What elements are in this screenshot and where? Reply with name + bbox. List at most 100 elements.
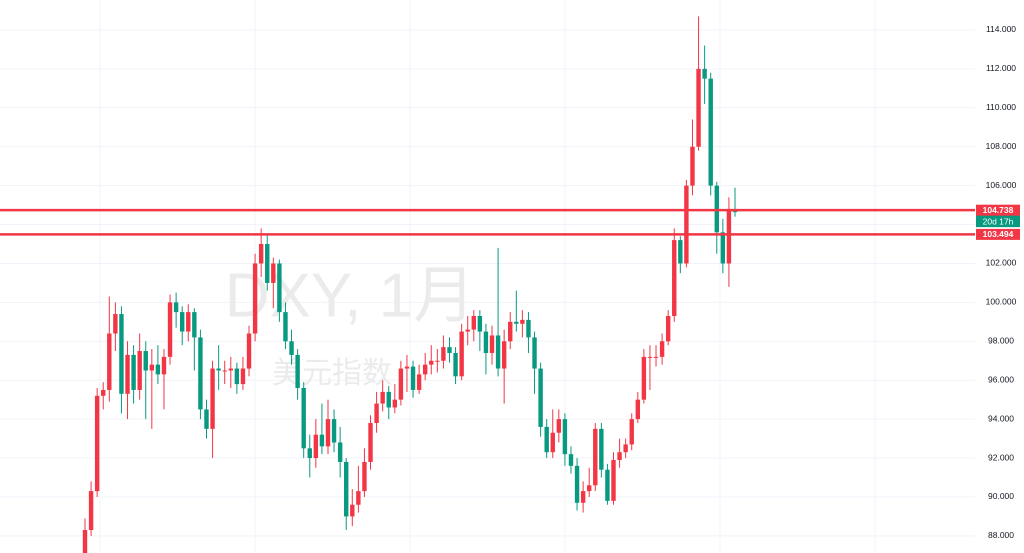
candle-body [435, 360, 440, 362]
candle-body [137, 351, 142, 390]
candle-body [593, 428, 598, 486]
candle-body [380, 391, 385, 404]
candle-body [659, 341, 665, 357]
y-tick-label: 114.000 [986, 24, 1016, 34]
candle-body [623, 444, 628, 453]
candle-body [337, 442, 343, 462]
candle-body [696, 68, 701, 147]
candle-body [550, 432, 555, 453]
candle-body [562, 419, 568, 455]
candle-body [514, 321, 519, 324]
candle-body [672, 240, 677, 316]
candle-body [508, 321, 513, 342]
candle-body [410, 366, 416, 390]
countdown-label: 20d 17h [983, 216, 1014, 226]
y-tick-label: 98.000 [988, 336, 1014, 346]
candle-body [143, 351, 148, 371]
candle-body [94, 395, 100, 492]
candle-body [429, 360, 434, 365]
candle-body [544, 426, 549, 453]
candle-body [501, 341, 507, 369]
candle-body [617, 452, 622, 460]
y-tick-label: 110.000 [986, 102, 1016, 112]
candle-body [161, 356, 167, 375]
candle-body [331, 419, 337, 443]
candle-body [392, 399, 398, 408]
candle-body [155, 364, 161, 375]
candle-body [459, 331, 464, 377]
candle-body [635, 399, 641, 420]
candle-body [538, 368, 543, 427]
candle-body [520, 319, 525, 324]
candle-body [119, 314, 124, 394]
candle-body [368, 423, 373, 462]
candle-body [258, 244, 264, 264]
candle-body [82, 530, 88, 553]
candle-body [398, 368, 404, 400]
candle-body [580, 491, 586, 503]
candle-body [313, 434, 319, 459]
candle-body [88, 491, 94, 531]
watermark-title: DXY, 1月 [225, 261, 475, 330]
candle-body [526, 319, 531, 338]
candle-body [708, 78, 713, 186]
candle-body [605, 469, 610, 501]
candle-body [629, 419, 634, 445]
y-tick-label: 112.000 [986, 63, 1016, 73]
candle-body [483, 331, 489, 353]
candle-body [283, 312, 288, 342]
grid: 88.000 90.000 92.000 94.000 96.000 98.000 100.… [0, 24, 1017, 540]
y-tick-label: 90.000 [988, 491, 1014, 501]
candle-body [690, 146, 695, 186]
candle-body [186, 312, 191, 332]
candle-body [720, 232, 726, 264]
candle-body [356, 491, 361, 505]
candle-body [678, 240, 683, 264]
y-tick-label: 96.000 [988, 374, 1014, 384]
y-tick-label: 106.000 [986, 180, 1017, 190]
y-tick-label: 108.000 [986, 141, 1017, 151]
candle-body [234, 368, 240, 385]
price-line-tag [976, 228, 1020, 240]
candle-body [495, 335, 501, 369]
candle-body [240, 368, 246, 385]
candle-body [416, 374, 422, 390]
candle-body [277, 263, 282, 313]
candle-body [222, 370, 227, 372]
candle-body [107, 333, 112, 390]
candle-body [149, 364, 155, 371]
candle-body [192, 312, 197, 338]
candle-body [726, 208, 732, 264]
candle-body [350, 504, 355, 517]
candle-body [204, 409, 209, 429]
candle-body [362, 461, 367, 492]
candle-body [453, 352, 458, 377]
candle-body [471, 316, 476, 330]
candle-body [301, 387, 306, 449]
candle-body [344, 461, 349, 517]
price-line-tag [976, 204, 1020, 216]
candle-body [641, 356, 647, 400]
price-line-label: 103.494 [983, 229, 1014, 239]
candle-body [289, 341, 294, 355]
candle-body [489, 335, 495, 353]
candle-body [532, 337, 537, 369]
candle-body [665, 316, 671, 342]
candle-body [465, 329, 470, 332]
candle-body [447, 347, 452, 353]
candle-body [647, 356, 653, 358]
candle-body [587, 485, 592, 492]
candle-body [179, 312, 185, 332]
candle-body [125, 354, 130, 394]
candle-body [271, 263, 276, 283]
candle-body [684, 185, 689, 264]
candle-body [374, 403, 379, 424]
candle-body [246, 333, 252, 369]
candle-body [568, 454, 574, 466]
candle-body [556, 419, 562, 433]
candle-body [113, 314, 118, 334]
candles [82, 16, 738, 553]
candle-body [198, 337, 203, 410]
candle-body [319, 434, 325, 447]
